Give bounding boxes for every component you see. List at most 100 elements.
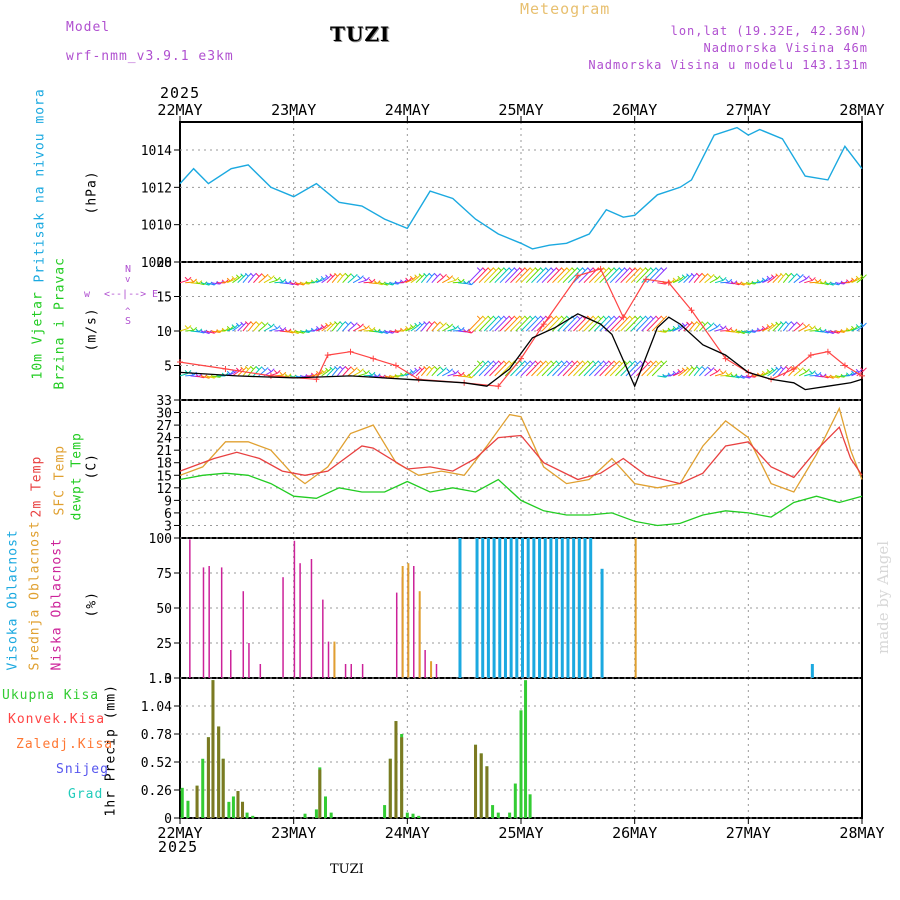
wind-barb-head: [261, 367, 269, 371]
gust-marker: [370, 355, 377, 362]
temp-tick-label: 33: [156, 394, 172, 409]
wind-barb: [804, 328, 813, 332]
conv-precip-bar: [211, 680, 215, 818]
wind-barb: [657, 375, 666, 378]
wind-barb-head: [405, 277, 412, 282]
wind-barb-head: [350, 322, 358, 326]
legend-frozen: Zaledj.Kisa: [16, 737, 114, 752]
wind-barb: [347, 325, 355, 332]
wind-barb: [326, 276, 334, 284]
wind-barb: [237, 369, 245, 377]
wind-barb-head: [428, 272, 436, 277]
gust-marker: [574, 272, 581, 279]
wind-barb: [609, 318, 623, 332]
wind-barb: [420, 369, 428, 377]
wind-barb: [735, 375, 745, 379]
wind-barb: [672, 371, 681, 377]
wind-barb: [483, 363, 497, 377]
wind-barb: [263, 326, 272, 332]
wind-barb: [510, 363, 523, 377]
wind-barb: [358, 372, 367, 377]
wind-barb: [573, 318, 586, 332]
mid-cloud-bar: [430, 661, 433, 678]
wind-barb: [347, 276, 355, 284]
wind-barb: [756, 280, 766, 284]
wind-barb: [541, 318, 555, 332]
wind-barb: [804, 279, 813, 284]
low-cloud-bar: [435, 664, 438, 678]
wind-barb: [373, 282, 383, 286]
footer-station: TUZI: [330, 862, 364, 877]
wind-barb: [830, 375, 839, 379]
total-precip-bar: [245, 812, 249, 818]
wind-barb: [311, 328, 320, 332]
wind-barb: [746, 282, 755, 285]
wind-barb: [489, 363, 502, 377]
wind-barb-head: [785, 321, 792, 325]
year-top: 2025: [160, 84, 201, 102]
wind-barb: [336, 275, 344, 284]
wind-barb-head: [255, 321, 263, 326]
wind-barb: [442, 278, 450, 284]
wind-barb-head: [440, 367, 447, 371]
wind-barb-head: [344, 366, 352, 370]
wind-barb-head: [713, 275, 721, 280]
wind-barb: [688, 369, 695, 377]
wind-barb: [604, 363, 618, 377]
wind-barb: [531, 363, 544, 377]
wind-tick-label: 10: [156, 325, 172, 340]
wind-barb: [615, 270, 628, 284]
wind-barb: [436, 325, 444, 332]
wind-barb-head: [707, 274, 715, 278]
total-precip-bar: [524, 680, 528, 818]
wind-barb: [756, 328, 766, 332]
wind-barb-head: [261, 322, 269, 326]
wind-barb-head: [350, 367, 358, 371]
low-cloud-bar: [361, 664, 364, 678]
wind-barb: [195, 282, 205, 286]
wind-barb-head: [785, 272, 792, 277]
wind-barb: [609, 363, 623, 377]
wind-barb: [463, 282, 472, 286]
wind-barb: [709, 278, 718, 284]
wind-barb-head: [452, 325, 459, 329]
high-cloud-bar: [481, 538, 485, 678]
wind-barb: [846, 373, 855, 377]
wind-barb-head: [405, 325, 412, 330]
wind-barb-head: [457, 371, 465, 376]
wind-barb: [179, 372, 189, 377]
wind-barb: [284, 330, 294, 334]
wind-barb: [321, 325, 329, 332]
wind-barb: [788, 276, 795, 284]
wind-barb: [242, 275, 249, 284]
conv-precip-bar: [206, 737, 210, 818]
wind-barb: [788, 324, 795, 332]
wind-barb: [688, 275, 695, 284]
wind-barb: [494, 270, 507, 284]
wind-barb-head: [851, 325, 858, 330]
wind-barb: [531, 270, 544, 284]
wind-barb: [352, 371, 361, 377]
wind-barb-head: [190, 326, 197, 331]
temp-tick-label: 3: [164, 519, 172, 534]
low-cloud-bar: [202, 567, 205, 678]
wind-barb: [819, 330, 829, 334]
wind-barb: [489, 318, 502, 332]
wind-barb: [678, 277, 686, 284]
wind-barb: [536, 363, 549, 377]
total-precip-bar: [201, 758, 205, 818]
wind-barb: [819, 375, 829, 379]
wind-barb: [499, 270, 513, 284]
wind-barb: [856, 370, 864, 377]
total-precip-bar: [323, 796, 327, 818]
wind-barb-head: [190, 278, 197, 283]
wind-barb: [520, 318, 534, 332]
wind-barb-head: [184, 325, 192, 329]
wind-barb: [562, 270, 576, 284]
wind-barb-head: [785, 365, 792, 370]
wind-barb-head: [851, 277, 858, 282]
wind-barb: [363, 281, 373, 284]
wind-barb: [373, 330, 383, 334]
wind-barb: [730, 375, 740, 379]
total-precip-bar: [508, 812, 512, 818]
